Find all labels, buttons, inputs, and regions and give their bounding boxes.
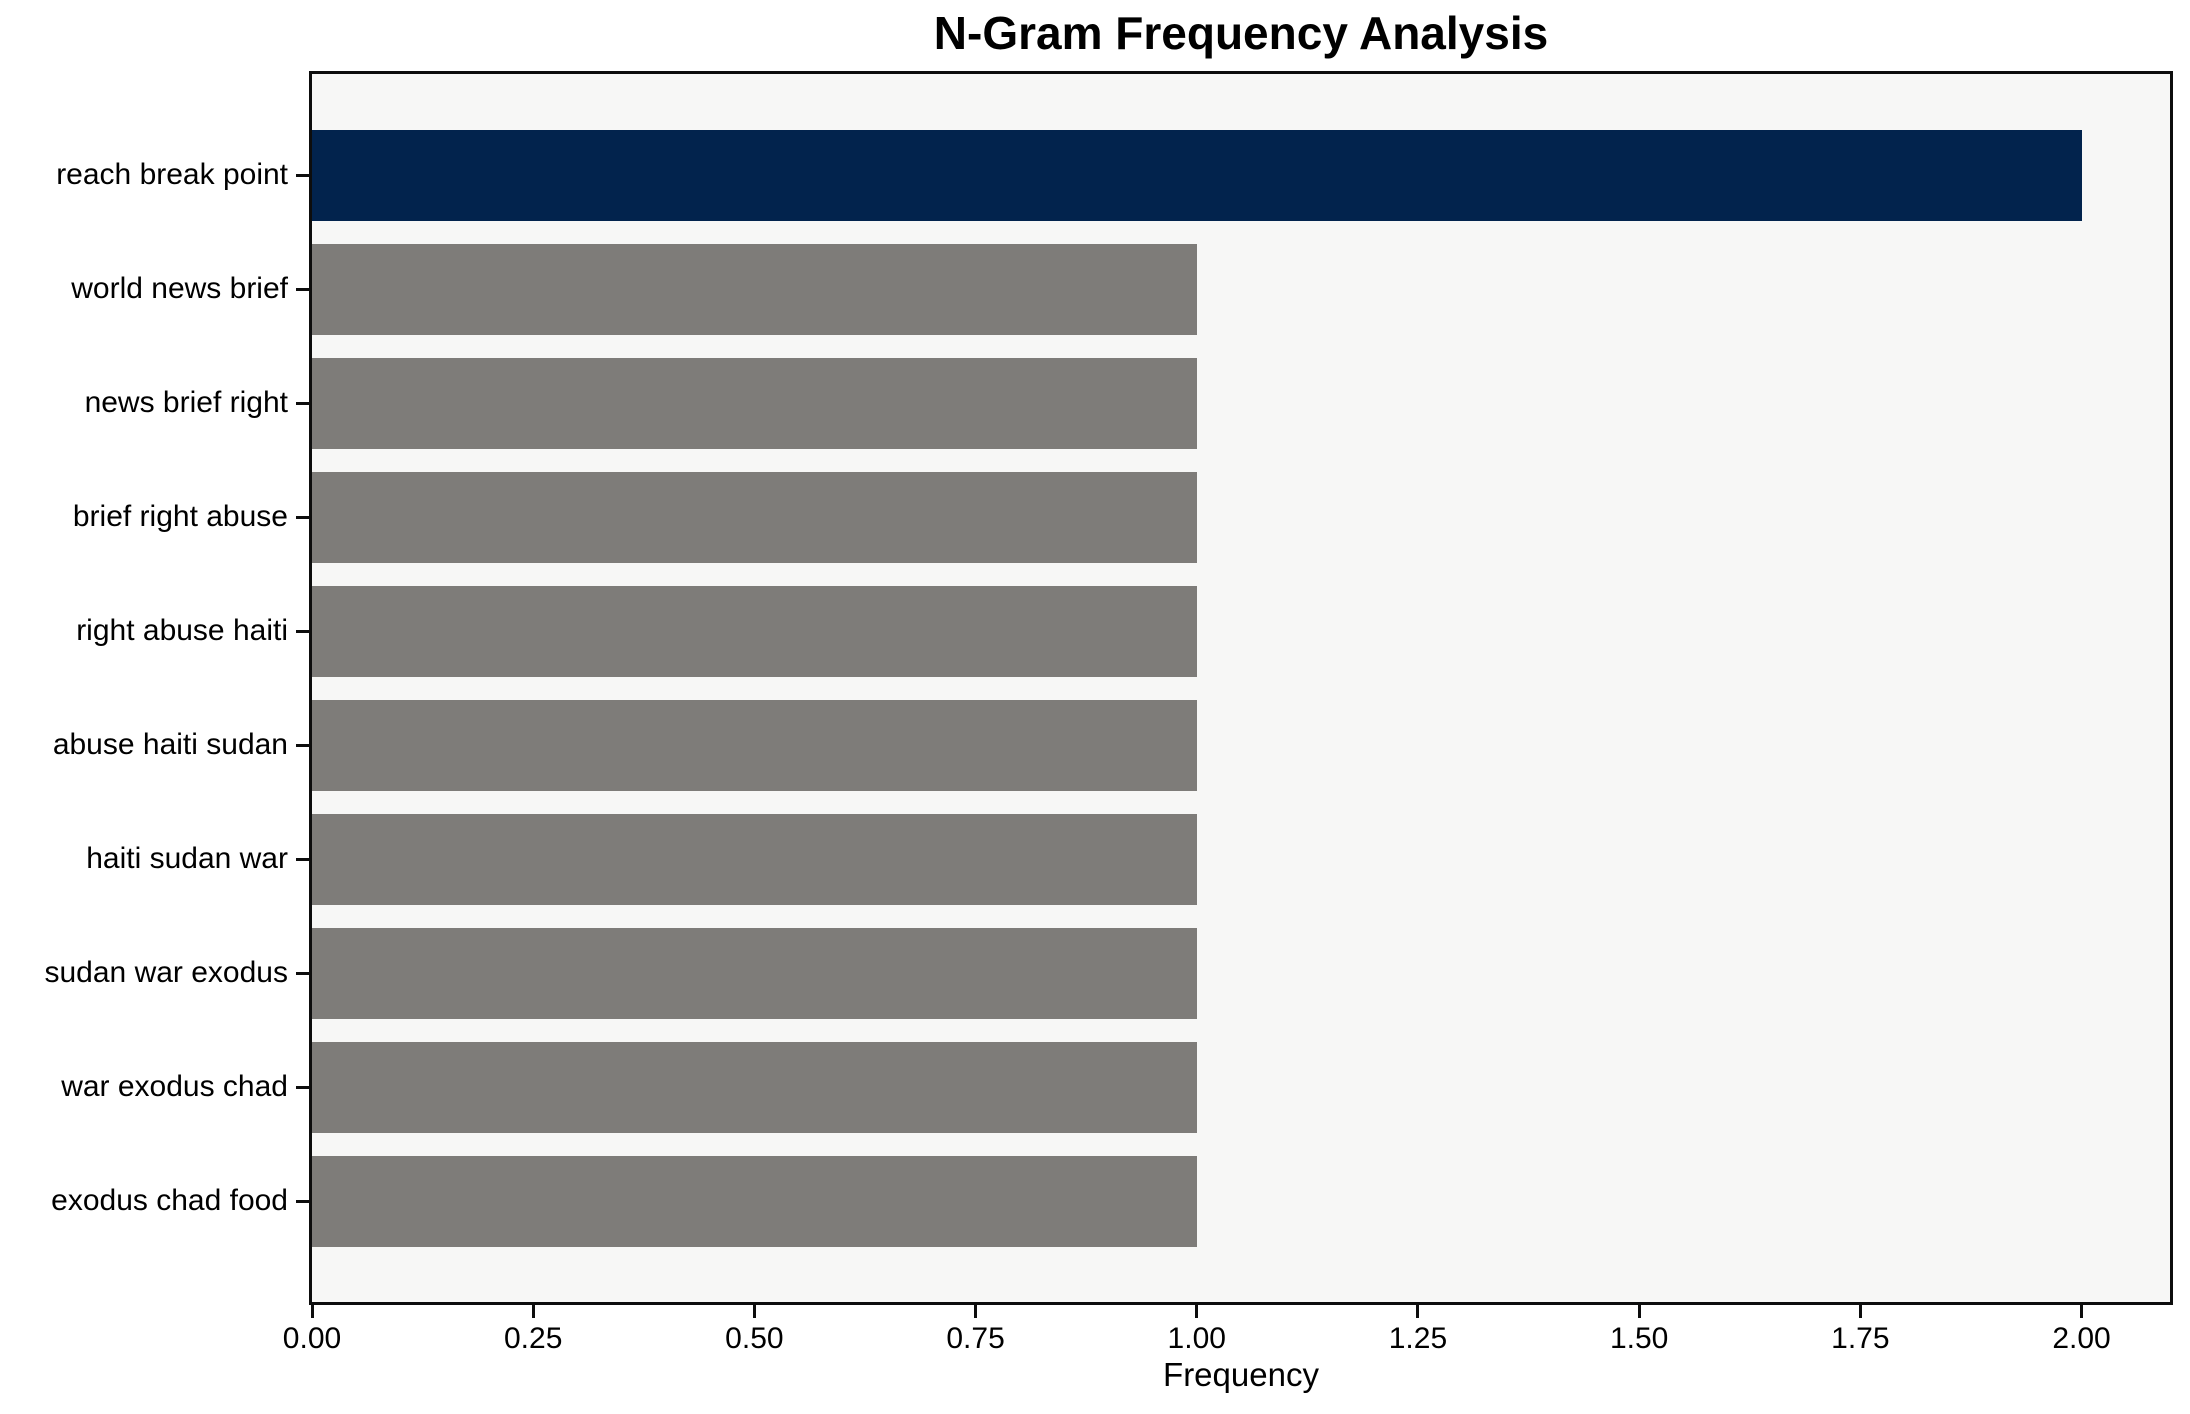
bar-war-exodus-chad bbox=[312, 1041, 1197, 1133]
chart-title: N-Gram Frequency Analysis bbox=[933, 7, 1549, 59]
y-tick-label: reach break point bbox=[56, 158, 288, 191]
bar-right-abuse-haiti bbox=[312, 585, 1197, 677]
y-tick-label: haiti sudan war bbox=[86, 842, 288, 875]
bar-brief-right-abuse bbox=[312, 471, 1197, 563]
y-tick-label: brief right abuse bbox=[72, 500, 288, 533]
x-tick-mark bbox=[974, 1305, 978, 1318]
y-tick-mark bbox=[296, 401, 309, 405]
x-tick-mark bbox=[1195, 1305, 1199, 1318]
bar-exodus-chad-food bbox=[312, 1155, 1197, 1247]
bar-haiti-sudan-war bbox=[312, 813, 1197, 905]
y-tick-label: exodus chad food bbox=[51, 1184, 288, 1217]
x-tick-label: 1.75 bbox=[1831, 1322, 1890, 1355]
y-tick-mark bbox=[296, 173, 309, 177]
x-tick-label: 2.00 bbox=[2052, 1322, 2111, 1355]
x-tick-label: 1.50 bbox=[1609, 1322, 1669, 1355]
y-tick-label: news brief right bbox=[84, 386, 288, 419]
y-tick-mark bbox=[296, 1199, 309, 1203]
y-tick-mark bbox=[296, 743, 309, 747]
y-tick-label: world news brief bbox=[71, 272, 288, 305]
x-tick-mark bbox=[1416, 1305, 1420, 1318]
y-tick-mark bbox=[296, 515, 309, 519]
x-tick-label: 0.25 bbox=[503, 1322, 563, 1355]
x-tick-mark bbox=[752, 1305, 756, 1318]
x-tick-label: 0.50 bbox=[725, 1322, 784, 1355]
y-tick-mark bbox=[296, 971, 309, 975]
x-tick-label: 1.25 bbox=[1388, 1322, 1448, 1355]
plot-area bbox=[309, 71, 2173, 1305]
bar-news-brief-right bbox=[312, 357, 1197, 449]
y-tick-label: sudan war exodus bbox=[44, 956, 289, 989]
y-tick-mark bbox=[296, 857, 309, 861]
y-tick-mark bbox=[296, 1085, 309, 1089]
bar-abuse-haiti-sudan bbox=[312, 699, 1197, 791]
x-tick-label: 1.00 bbox=[1167, 1322, 1226, 1355]
x-tick-mark bbox=[531, 1305, 535, 1318]
x-tick-mark bbox=[310, 1305, 314, 1318]
bar-reach-break-point bbox=[312, 129, 2082, 221]
bar-sudan-war-exodus bbox=[312, 927, 1197, 1019]
y-tick-mark bbox=[296, 287, 309, 291]
x-axis-label: Frequency bbox=[1163, 1356, 1319, 1393]
x-tick-label: 0.00 bbox=[282, 1322, 342, 1355]
x-tick-mark bbox=[1858, 1305, 1862, 1318]
bar-world-news-brief bbox=[312, 243, 1197, 335]
x-tick-mark bbox=[2080, 1305, 2084, 1318]
y-tick-label: abuse haiti sudan bbox=[52, 728, 288, 761]
y-tick-mark bbox=[296, 629, 309, 633]
y-tick-label: right abuse haiti bbox=[76, 614, 288, 647]
x-tick-label: 0.75 bbox=[946, 1322, 1005, 1355]
x-tick-mark bbox=[1637, 1305, 1641, 1318]
y-tick-label: war exodus chad bbox=[61, 1070, 288, 1103]
